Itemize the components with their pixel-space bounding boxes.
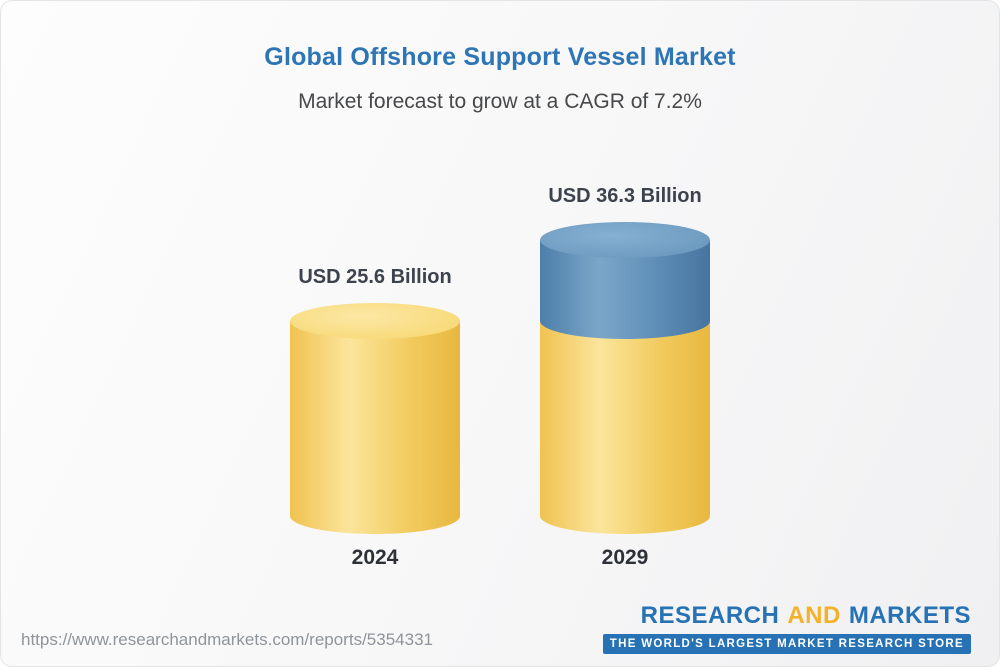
page-subtitle: Market forecast to grow at a CAGR of 7.2… (298, 90, 702, 113)
cylinder-2029 (540, 222, 710, 534)
category-label-2024: 2024 (351, 546, 399, 569)
logo-tagline: THE WORLD'S LARGEST MARKET RESEARCH STOR… (602, 634, 971, 654)
value-label-2024: USD 25.6 Billion (298, 266, 452, 289)
source-url[interactable]: https://www.researchandmarkets.com/repor… (21, 630, 433, 649)
bar-chart: USD 25.6 Billion 2024 USD 36.3 Billion 2… (1, 185, 999, 570)
value-label-2029: USD 36.3 Billion (548, 185, 702, 208)
bar-column-2024: USD 25.6 Billion 2024 (290, 266, 460, 570)
logo-word-and: AND (787, 602, 841, 629)
header: Global Offshore Support Vessel Market Ma… (1, 1, 999, 114)
cylinder-2024 (290, 303, 460, 534)
logo-word-markets: MARKETS (848, 602, 971, 629)
bar-column-2029: USD 36.3 Billion 2029 (540, 185, 710, 570)
brand-logo: RESEARCH AND MARKETS THE WORLD'S LARGEST… (602, 602, 971, 654)
logo-wordmark: RESEARCH AND MARKETS (641, 602, 971, 630)
page-title: Global Offshore Support Vessel Market (264, 43, 736, 71)
logo-word-research: RESEARCH (640, 602, 780, 629)
category-label-2029: 2029 (601, 546, 649, 569)
